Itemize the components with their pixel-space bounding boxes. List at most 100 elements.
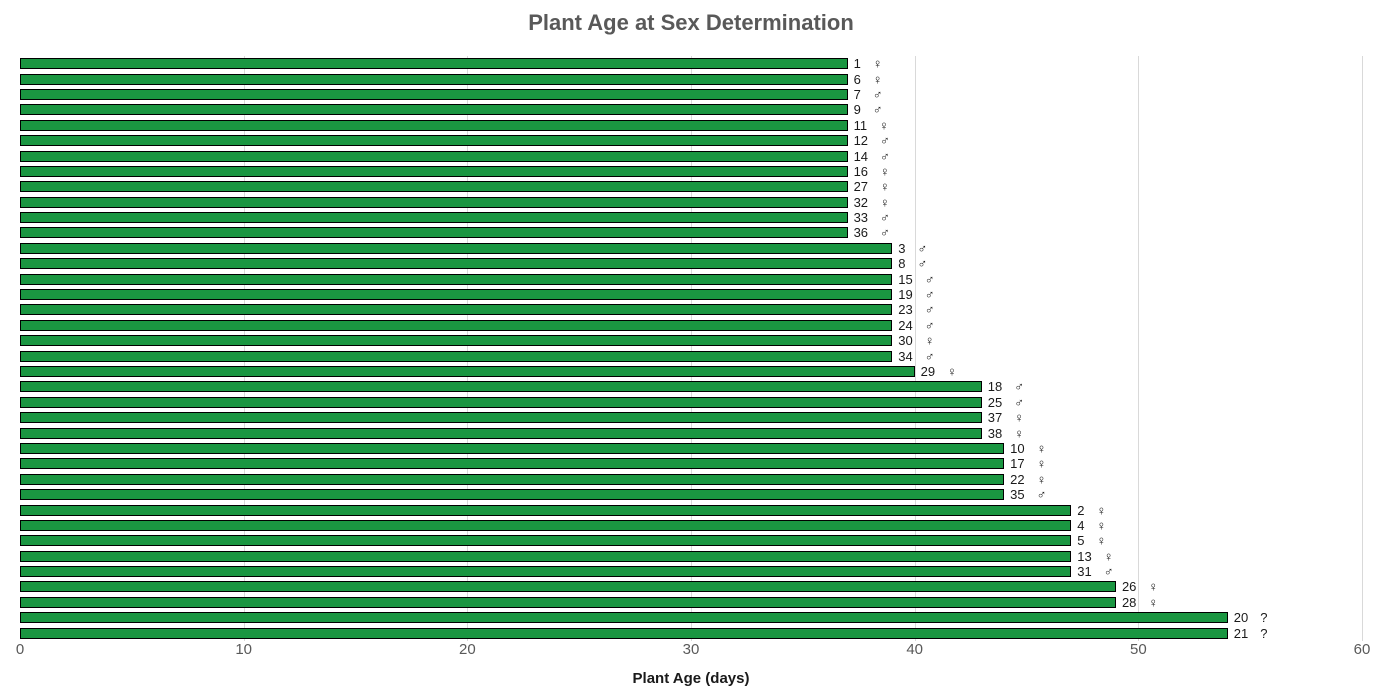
bar-label-sex: ♂: [918, 241, 928, 256]
bar-label-id: 36: [854, 225, 868, 240]
bar-label-id: 27: [854, 179, 868, 194]
bar: [20, 274, 892, 285]
bar: [20, 289, 892, 300]
bar: [20, 520, 1071, 531]
bar: [20, 458, 1004, 469]
bar: [20, 151, 848, 162]
bar-row: 9♂: [20, 103, 1362, 117]
bar-label: 19♂: [898, 287, 934, 302]
bar-label-id: 12: [854, 133, 868, 148]
bar-label-id: 26: [1122, 579, 1136, 594]
bar-label-sex: ♀: [1096, 518, 1106, 533]
bar: [20, 428, 982, 439]
bar-label-id: 4: [1077, 518, 1084, 533]
bar-label: 11♀: [854, 118, 889, 133]
bar-label: 35♂: [1010, 487, 1046, 502]
bar: [20, 166, 848, 177]
x-tick-label: 50: [1130, 641, 1147, 658]
bar-label: 14♂: [854, 149, 890, 164]
plot-area: 1♀6♀7♂9♂11♀12♂14♂16♀27♀32♀33♂36♂3♂8♂15♂1…: [20, 56, 1362, 641]
bar-label-sex: ?: [1260, 626, 1267, 641]
bar-label-sex: ♂: [925, 349, 935, 364]
bar-label-sex: ♂: [880, 210, 890, 225]
bar-label-id: 20: [1234, 610, 1248, 625]
bar: [20, 489, 1004, 500]
x-axis-title: Plant Age (days): [0, 670, 1382, 687]
bar-label-sex: ♀: [1014, 426, 1024, 441]
bar-label-sex: ♂: [925, 272, 935, 287]
bar-label-id: 35: [1010, 487, 1024, 502]
bar-label-id: 3: [898, 241, 905, 256]
bar-label-id: 8: [898, 256, 905, 271]
bar-label: 2♀: [1077, 503, 1106, 518]
bar-row: 18♂: [20, 380, 1362, 394]
bar-row: 33♂: [20, 211, 1362, 225]
x-tick-label: 30: [683, 641, 700, 658]
bar: [20, 535, 1071, 546]
chart-container: Plant Age at Sex Determination 1♀6♀7♂9♂1…: [0, 0, 1382, 695]
bar: [20, 381, 982, 392]
bar-label-sex: ♂: [880, 225, 890, 240]
x-tick-label: 40: [906, 641, 923, 658]
bar-label-sex: ♀: [880, 179, 890, 194]
x-tick-label: 20: [459, 641, 476, 658]
bar: [20, 397, 982, 408]
bar-row: 32♀: [20, 195, 1362, 209]
bar-label: 32♀: [854, 195, 890, 210]
bar: [20, 320, 892, 331]
bar: [20, 612, 1228, 623]
bar-label-id: 23: [898, 302, 912, 317]
bar-label-id: 5: [1077, 533, 1084, 548]
bar-row: 3♂: [20, 241, 1362, 255]
bar-row: 38♀: [20, 426, 1362, 440]
bar-row: 26 ♀: [20, 580, 1362, 594]
bar-label: 26 ♀: [1122, 579, 1158, 594]
bar-label-id: 2: [1077, 503, 1084, 518]
bar-row: 6♀: [20, 72, 1362, 86]
bar-label: 31♂: [1077, 564, 1113, 579]
bar-label: 28♀: [1122, 595, 1158, 610]
bar-label-sex: ♀: [1096, 503, 1106, 518]
bar-label-sex: ♀: [1014, 410, 1024, 425]
gridline: [1362, 56, 1363, 641]
bar: [20, 597, 1116, 608]
bar-row: 28♀: [20, 595, 1362, 609]
bar-label: 3♂: [898, 241, 927, 256]
bar-label-id: 15: [898, 272, 912, 287]
bar-row: 31♂: [20, 565, 1362, 579]
bar: [20, 74, 848, 85]
bar: [20, 212, 848, 223]
bar: [20, 366, 915, 377]
chart-title: Plant Age at Sex Determination: [0, 0, 1382, 36]
bar-label: 25♂: [988, 395, 1024, 410]
bar-label-sex: ♂: [873, 102, 883, 117]
bar-label-id: 10: [1010, 441, 1024, 456]
bar: [20, 104, 848, 115]
bar-label-sex: ♀: [1148, 579, 1158, 594]
bar-label-id: 28: [1122, 595, 1136, 610]
bar: [20, 412, 982, 423]
bar-label-sex: ♀: [880, 164, 890, 179]
bar-label: 7♂: [854, 87, 883, 102]
bar: [20, 227, 848, 238]
bar-label: 21?: [1234, 626, 1268, 641]
bar-label: 1♀: [854, 56, 883, 71]
bar-label-id: 11: [854, 118, 868, 133]
bar-row: 11♀: [20, 118, 1362, 132]
bar-label-id: 1: [854, 56, 861, 71]
bar-row: 29♀: [20, 365, 1362, 379]
bar-label-sex: ♂: [880, 149, 890, 164]
bar-label: 17♀: [1010, 456, 1046, 471]
bar-label: 34♂: [898, 349, 934, 364]
bar-row: 7♂: [20, 87, 1362, 101]
bar: [20, 197, 848, 208]
bar-label-id: 31: [1077, 564, 1091, 579]
bar-label-id: 30: [898, 333, 912, 348]
x-tick-label: 0: [16, 641, 24, 658]
x-axis: 0102030405060: [20, 641, 1362, 661]
bar-label-sex: ♂: [1014, 395, 1024, 410]
bar-label-sex: ♀: [1037, 441, 1047, 456]
bar-label: 33♂: [854, 210, 890, 225]
bar-label-sex: ♀: [1037, 472, 1047, 487]
bar-row: 36 ♂: [20, 226, 1362, 240]
